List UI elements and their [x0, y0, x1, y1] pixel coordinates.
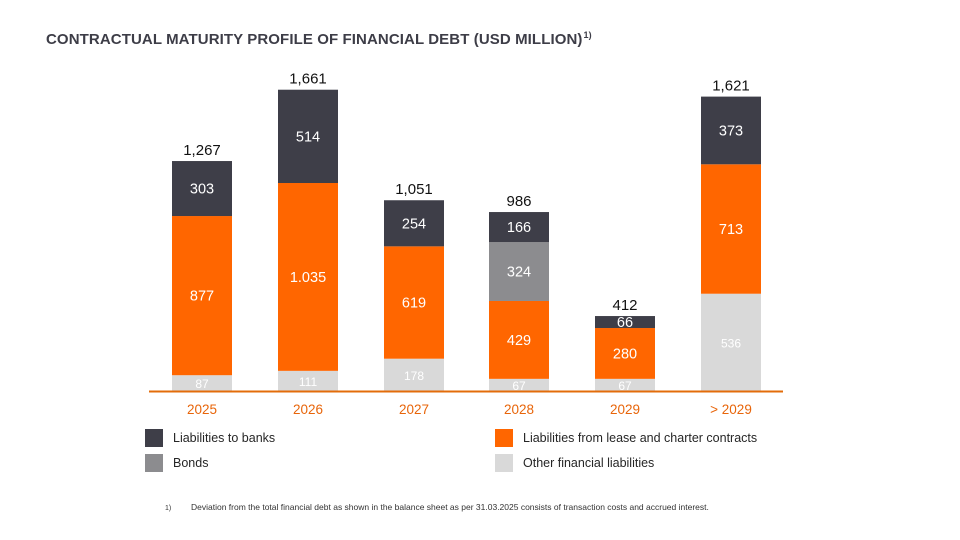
data-label-1-0: 111: [299, 375, 318, 389]
bar-segment-5-0: [701, 293, 761, 391]
data-label-4-0: 67: [618, 379, 632, 393]
data-label-0-3: 303: [190, 182, 214, 198]
legend-swatch-bonds: [145, 454, 163, 472]
data-label-4-1: 280: [613, 346, 637, 362]
bar-segment-3-0: [489, 378, 549, 391]
bar-segment-5-3: [701, 96, 761, 165]
data-label-3-1: 429: [507, 333, 531, 349]
total-label-5: 1,621: [712, 78, 750, 95]
data-label-1-3: 514: [296, 129, 320, 145]
footnote: 1) Deviation from the total financial deb…: [165, 502, 709, 512]
data-label-5-3: 373: [719, 123, 743, 139]
legend-label-other: Other financial liabilities: [523, 456, 655, 470]
total-label-2: 1,051: [395, 181, 433, 198]
bar-segment-2-0: [384, 358, 444, 391]
data-label-2-0: 178: [404, 369, 424, 383]
category-label-1: 2026: [293, 402, 323, 417]
legend-swatch-other: [495, 454, 513, 472]
category-label-5: > 2029: [710, 402, 752, 417]
footnote-mark: 1): [165, 505, 172, 512]
category-label-3: 2028: [504, 402, 534, 417]
data-label-5-1: 713: [719, 222, 743, 238]
chart-title-text: CONTRACTUAL MATURITY PROFILE OF FINANCIA…: [46, 31, 583, 48]
data-label-3-2: 324: [507, 265, 531, 281]
bar-segment-1-3: [278, 89, 338, 184]
data-label-3-3: 166: [507, 220, 531, 236]
category-label-2: 2027: [399, 402, 429, 417]
legend-item-bonds: Bonds: [145, 454, 208, 472]
bar-segment-4-3: [595, 316, 655, 329]
data-label-3-0: 67: [512, 379, 526, 393]
bar-segment-2-3: [384, 200, 444, 247]
bar-segment-3-1: [489, 300, 549, 379]
bar-segment-3-2: [489, 242, 549, 301]
bar-segment-4-1: [595, 328, 655, 379]
bar-segment-1-1: [278, 183, 338, 371]
legend-item-lease: Liabilities from lease and charter contr…: [495, 429, 757, 447]
bar-segment-3-3: [489, 212, 549, 243]
legend-item-other: Other financial liabilities: [495, 454, 654, 472]
legend-item-banks: Liabilities to banks: [145, 429, 275, 447]
bar-segment-5-1: [701, 164, 761, 294]
legend-label-banks: Liabilities to banks: [173, 431, 276, 445]
legend-swatch-lease: [495, 429, 513, 447]
category-label-0: 2025: [187, 402, 217, 417]
footnote-text: Deviation from the total financial debt …: [191, 502, 709, 512]
data-label-1-1: 1.035: [290, 270, 326, 286]
total-label-4: 412: [612, 297, 637, 314]
bar-segment-0-0: [172, 375, 232, 391]
bar-segment-1-0: [278, 370, 338, 391]
legend-swatch-banks: [145, 429, 163, 447]
legend-label-lease: Liabilities from lease and charter contr…: [523, 431, 758, 445]
data-label-0-0: 87: [195, 377, 209, 391]
legend-label-bonds: Bonds: [173, 456, 209, 470]
data-label-2-3: 254: [402, 216, 426, 232]
total-label-3: 986: [506, 193, 531, 210]
chart-title: CONTRACTUAL MATURITY PROFILE OF FINANCIA…: [46, 30, 592, 48]
bar-segment-2-1: [384, 246, 444, 359]
bar-segment-0-1: [172, 216, 232, 376]
data-label-0-1: 877: [190, 289, 214, 305]
data-label-2-1: 619: [402, 296, 426, 312]
bar-segment-0-3: [172, 161, 232, 217]
title-footnote-mark: 1): [583, 30, 592, 40]
total-label-1: 1,661: [289, 71, 327, 88]
category-label-4: 2029: [610, 402, 640, 417]
bar-segment-4-0: [595, 378, 655, 391]
data-label-5-0: 536: [721, 336, 741, 350]
total-label-0: 1,267: [183, 142, 221, 159]
data-label-4-3: 66: [617, 315, 633, 331]
